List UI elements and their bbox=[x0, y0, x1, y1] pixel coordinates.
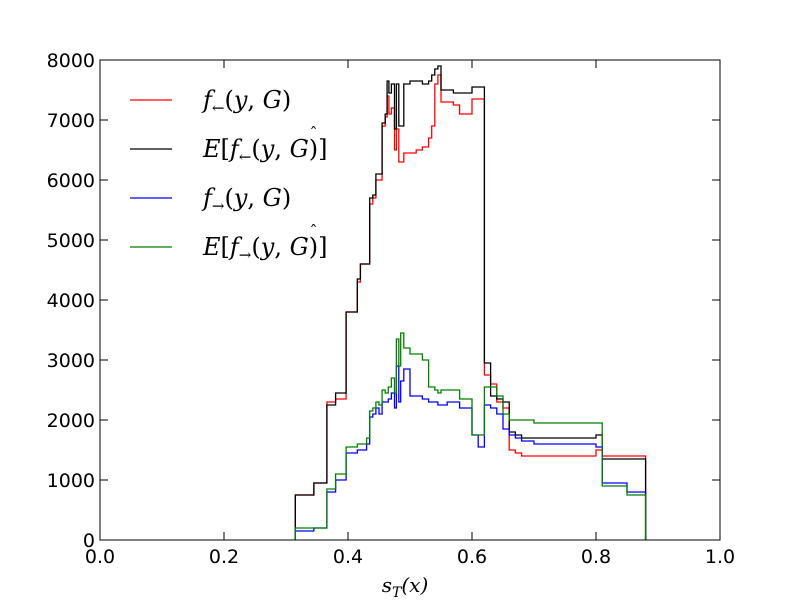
x-tick-label: 0.0 bbox=[85, 546, 115, 568]
legend-hat-4: ˆ bbox=[309, 222, 317, 241]
legend-label-1: f←(y, G) bbox=[201, 86, 291, 117]
x-axis: 0.0 0.2 0.4 0.6 0.8 1.0 bbox=[85, 60, 735, 568]
y-tick-label: 3000 bbox=[47, 350, 95, 372]
series-line-4 bbox=[294, 332, 647, 540]
x-tick-label: 0.2 bbox=[209, 546, 239, 568]
y-tick-label: 8000 bbox=[47, 50, 95, 72]
y-axis: 0 1000 2000 3000 4000 5000 6000 7000 8000 bbox=[47, 50, 720, 552]
legend-hat-2: ˆ bbox=[309, 124, 317, 143]
x-axis-label-sub: T bbox=[392, 585, 403, 600]
series-line-3 bbox=[294, 365, 647, 540]
legend-label-3: f→(y, G) bbox=[201, 184, 291, 215]
series-layer bbox=[294, 65, 647, 540]
y-tick-label: 7000 bbox=[47, 110, 95, 132]
y-tick-label: 5000 bbox=[47, 230, 95, 252]
y-tick-label: 6000 bbox=[47, 170, 95, 192]
x-tick-label: 1.0 bbox=[705, 546, 735, 568]
y-tick-label: 0 bbox=[83, 530, 95, 552]
x-axis-label: sT(x) bbox=[382, 573, 429, 600]
y-tick-label: 1000 bbox=[47, 470, 95, 492]
y-tick-label: 4000 bbox=[47, 290, 95, 312]
x-tick-label: 0.6 bbox=[457, 546, 487, 568]
series-line-2 bbox=[294, 65, 647, 540]
legend-label-4: E[f→(y, G)] bbox=[202, 233, 328, 264]
plot-area bbox=[100, 60, 720, 540]
y-tick-label: 2000 bbox=[47, 410, 95, 432]
x-tick-label: 0.8 bbox=[581, 546, 611, 568]
x-tick-label: 0.4 bbox=[333, 546, 363, 568]
